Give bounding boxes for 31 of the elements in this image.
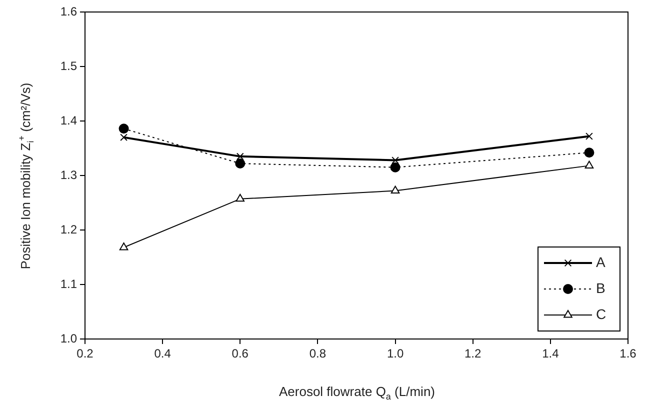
y-tick-label: 1.1: [60, 276, 78, 291]
point: [236, 194, 245, 202]
x-tick-label: 0.2: [76, 346, 94, 361]
point: [235, 158, 246, 169]
y-tick-label: 1.0: [60, 331, 78, 346]
legend-label: B: [596, 280, 606, 296]
y-tick-label: 1.4: [60, 113, 78, 128]
x-tick-label: 1.6: [620, 346, 637, 361]
point: [392, 156, 399, 164]
legend-label: C: [596, 306, 606, 322]
point: [586, 132, 593, 140]
x-tick-label: 0.4: [154, 346, 172, 361]
y-tick-label: 1.2: [60, 222, 78, 236]
point: [584, 160, 594, 168]
point: [120, 134, 128, 142]
y-tick-label: 1.6: [60, 4, 78, 18]
y-tick-label: 1.5: [60, 58, 78, 73]
point: [118, 124, 129, 134]
y-tick-label: 1.3: [60, 168, 78, 182]
x-tick-label: 1.4: [542, 346, 560, 361]
x-tick-label: 1.2: [464, 346, 482, 361]
x-tick-label: 0.8: [309, 346, 326, 361]
point: [390, 186, 400, 194]
point: [390, 162, 400, 172]
point: [584, 148, 594, 158]
legend-label: A: [596, 254, 606, 270]
point: [119, 242, 128, 250]
x-tick-label: 0.6: [232, 346, 249, 361]
point: [236, 152, 244, 160]
x-tick-label: 1.0: [386, 346, 404, 361]
x-axis-title: Aerosol flowrate Q$_{a}$ (L/min): [278, 384, 436, 402]
